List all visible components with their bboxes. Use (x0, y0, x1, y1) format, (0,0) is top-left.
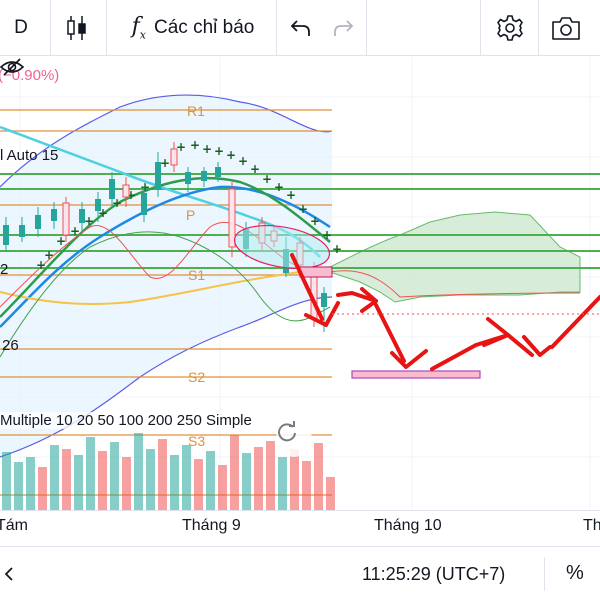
interval-button[interactable]: D (6, 0, 36, 56)
toolbar-divider (544, 557, 545, 591)
indicators-button[interactable]: fx Các chỉ báo (118, 0, 268, 56)
settings-button[interactable] (490, 0, 530, 56)
time-tick-label: Th (583, 517, 600, 534)
svg-text:+: + (98, 206, 108, 220)
toolbar-divider (50, 0, 51, 56)
ma-line-blue (0, 185, 331, 328)
pivot-label-p: P (186, 207, 196, 223)
ichimoku-legend-value: 26 (2, 337, 19, 354)
undo-button[interactable] (284, 0, 318, 56)
interval-label: D (14, 17, 28, 38)
screenshot-button[interactable] (546, 0, 586, 56)
volume-bars (2, 433, 335, 510)
svg-text:+: + (250, 162, 260, 176)
svg-text:+: + (214, 144, 224, 158)
chart-area[interactable]: + + + + + + + + + + + + + + + + + + + + + + + + (0, 57, 600, 510)
svg-text:+: + (274, 180, 284, 194)
highlight-rect-small[interactable] (299, 266, 333, 278)
svg-text:+: + (36, 258, 46, 272)
bottom-toolbar: 11:25:29 (UTC+7) % (0, 546, 600, 600)
svg-text:+: + (202, 142, 212, 156)
time-tick-label: Tháng 9 (182, 517, 241, 534)
indicator-legend-value: 2 (0, 261, 9, 278)
svg-text:+: + (262, 172, 272, 186)
ichimoku-cloud (329, 211, 581, 303)
toolbar-divider (276, 0, 277, 56)
highlight-ellipse[interactable] (231, 219, 332, 275)
chart-type-button[interactable] (60, 0, 94, 56)
parabolic-sar: +++ +++ +++ ++ + + + + +++ +++ +++ (36, 138, 342, 272)
candles-icon (67, 16, 86, 40)
toolbar-divider (480, 0, 481, 56)
moving-average-legend[interactable]: Multiple 10 20 50 100 200 250 Simple (0, 412, 252, 429)
target-zone-rect[interactable] (351, 370, 481, 379)
svg-text:+: + (322, 228, 332, 242)
pivot-label-s2: S2 (188, 369, 206, 385)
toolbar-divider (106, 0, 107, 56)
reset-chart-button[interactable] (276, 421, 312, 457)
redo-button[interactable] (326, 0, 360, 56)
svg-text:+: + (176, 140, 186, 154)
chevron-left-icon[interactable] (2, 565, 16, 583)
hide-eye-icon[interactable] (0, 57, 24, 77)
svg-text:+: + (112, 196, 122, 210)
redo-icon (334, 20, 354, 36)
svg-text:+: + (140, 180, 150, 194)
undo-icon (290, 20, 310, 36)
svg-text:+: + (286, 188, 296, 202)
toolbar-divider (538, 0, 539, 56)
svg-text:+: + (160, 156, 170, 170)
svg-text:+: + (84, 214, 94, 228)
svg-text:+: + (298, 202, 308, 216)
ma-line-green (0, 176, 331, 318)
pivot-indicator-legend[interactable]: l Auto 15 (0, 147, 59, 164)
settings-icon (497, 15, 523, 41)
bollinger-upper (0, 94, 333, 188)
camera-icon (552, 17, 580, 40)
price-chart: +++ +++ +++ ++ + + + + +++ +++ +++ (0, 57, 600, 510)
svg-text:+: + (126, 188, 136, 202)
forecast-drawing[interactable] (290, 253, 600, 371)
svg-text:+: + (332, 242, 342, 256)
reset-icon (278, 421, 296, 442)
svg-text:+: + (190, 138, 200, 152)
pivot-label-s1: S1 (188, 267, 206, 283)
percent-scale-toggle[interactable]: % (566, 562, 584, 584)
timezone-clock[interactable]: 11:25:29 (UTC+7) (362, 564, 506, 584)
svg-text:+: + (56, 234, 66, 248)
pivot-label-s3: S3 (188, 433, 206, 449)
indicators-label: Các chỉ báo (154, 17, 255, 38)
svg-text:+: + (44, 248, 54, 262)
svg-text:+: + (238, 154, 248, 168)
time-tick-label: Tháng 10 (374, 517, 442, 534)
time-axis[interactable]: Tám Tháng 9 Tháng 10 Th (0, 510, 600, 540)
ichimoku-lagging-line (0, 231, 331, 358)
svg-text:+: + (226, 148, 236, 162)
time-tick-label: Tám (0, 517, 28, 534)
ichimoku-base-line (329, 270, 581, 298)
pivot-label-r1: R1 (187, 103, 205, 119)
top-toolbar: D fx Các chỉ báo (0, 0, 600, 56)
toolbar-divider (366, 0, 367, 56)
svg-text:+: + (310, 214, 320, 228)
fx-icon: fx (131, 14, 147, 42)
svg-text:+: + (70, 224, 80, 238)
